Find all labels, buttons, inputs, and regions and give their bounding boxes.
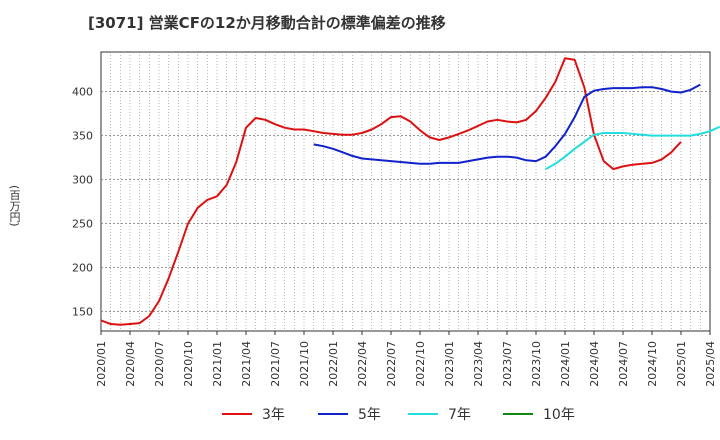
y-tick-label: 150 [72, 306, 93, 319]
x-tick-label: 2020/04 [124, 341, 137, 387]
x-tick-label: 2020/01 [95, 341, 108, 387]
legend-label: 5年 [358, 407, 381, 423]
x-tick-label: 2025/04 [704, 341, 717, 387]
series-line [545, 125, 720, 170]
x-tick-label: 2022/10 [414, 341, 427, 387]
plot-area [100, 51, 711, 332]
x-tick-label: 2023/01 [443, 341, 456, 387]
legend-label: 7年 [448, 407, 471, 423]
x-tick-label: 2024/04 [588, 341, 601, 387]
x-tick-label: 2021/04 [240, 341, 253, 387]
x-tick-label: 2022/07 [385, 341, 398, 387]
y-tick-label: 300 [72, 174, 93, 187]
x-tick-label: 2020/10 [182, 341, 195, 387]
x-tick-label: 2024/10 [646, 341, 659, 387]
x-tick-label: 2021/10 [298, 341, 311, 387]
x-tick-label: 2022/01 [327, 341, 340, 387]
y-tick-label: 350 [72, 130, 93, 143]
series-line [100, 57, 682, 326]
x-tick-label: 2023/10 [530, 341, 543, 387]
x-tick-label: 2021/01 [211, 341, 224, 387]
legend-label: 3年 [262, 407, 285, 423]
y-tick-label: 200 [72, 262, 93, 275]
chart-title: [3071] 営業CFの12か月移動合計の標準偏差の推移 [88, 14, 446, 32]
x-tick-label: 2025/01 [675, 341, 688, 387]
x-tick-label: 2020/07 [153, 341, 166, 387]
x-tick-label: 2024/01 [559, 341, 572, 387]
legend-label: 10年 [543, 407, 575, 423]
x-tick-label: 2022/04 [356, 341, 369, 387]
series-line [313, 83, 701, 165]
x-tick-label: 2023/04 [472, 341, 485, 387]
y-tick-label: 250 [72, 218, 93, 231]
y-axis-label: (百万円) [8, 185, 21, 227]
x-tick-label: 2021/07 [269, 341, 282, 387]
x-tick-label: 2023/07 [501, 341, 514, 387]
x-tick-label: 2024/07 [617, 341, 630, 387]
y-tick-label: 400 [72, 86, 93, 99]
